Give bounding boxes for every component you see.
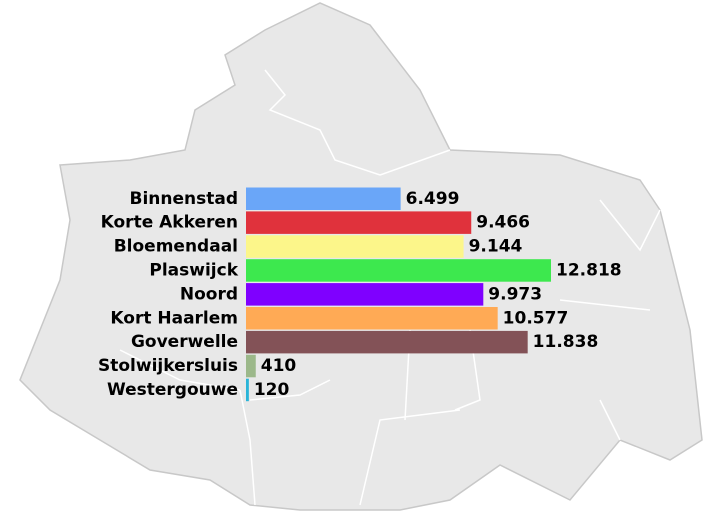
bar bbox=[246, 211, 472, 234]
value-label: 12.818 bbox=[556, 260, 622, 280]
category-label: Stolwijkersluis bbox=[98, 356, 238, 376]
value-label: 10.577 bbox=[503, 308, 569, 328]
category-label: Westergouwe bbox=[107, 380, 238, 400]
bar bbox=[246, 378, 249, 402]
category-label: Binnenstad bbox=[129, 189, 238, 209]
bar bbox=[246, 259, 551, 282]
bar bbox=[246, 235, 464, 258]
value-label: 410 bbox=[261, 356, 297, 376]
category-label: Plaswijck bbox=[149, 260, 238, 280]
bar bbox=[246, 283, 484, 306]
value-label: 120 bbox=[254, 380, 290, 400]
bar bbox=[246, 187, 401, 210]
value-label: 9.466 bbox=[476, 213, 530, 233]
value-label: 9.973 bbox=[488, 284, 542, 304]
bar bbox=[246, 307, 498, 330]
value-label: 9.144 bbox=[469, 237, 523, 257]
value-label: 11.838 bbox=[533, 332, 599, 352]
bar bbox=[246, 330, 528, 354]
value-label: 6.499 bbox=[406, 189, 460, 209]
category-label: Kort Haarlem bbox=[110, 308, 238, 328]
category-label: Goverwelle bbox=[131, 332, 238, 352]
bar bbox=[246, 354, 256, 378]
category-label: Bloemendaal bbox=[114, 237, 238, 257]
category-label: Korte Akkeren bbox=[101, 213, 238, 233]
category-label: Noord bbox=[180, 284, 238, 304]
